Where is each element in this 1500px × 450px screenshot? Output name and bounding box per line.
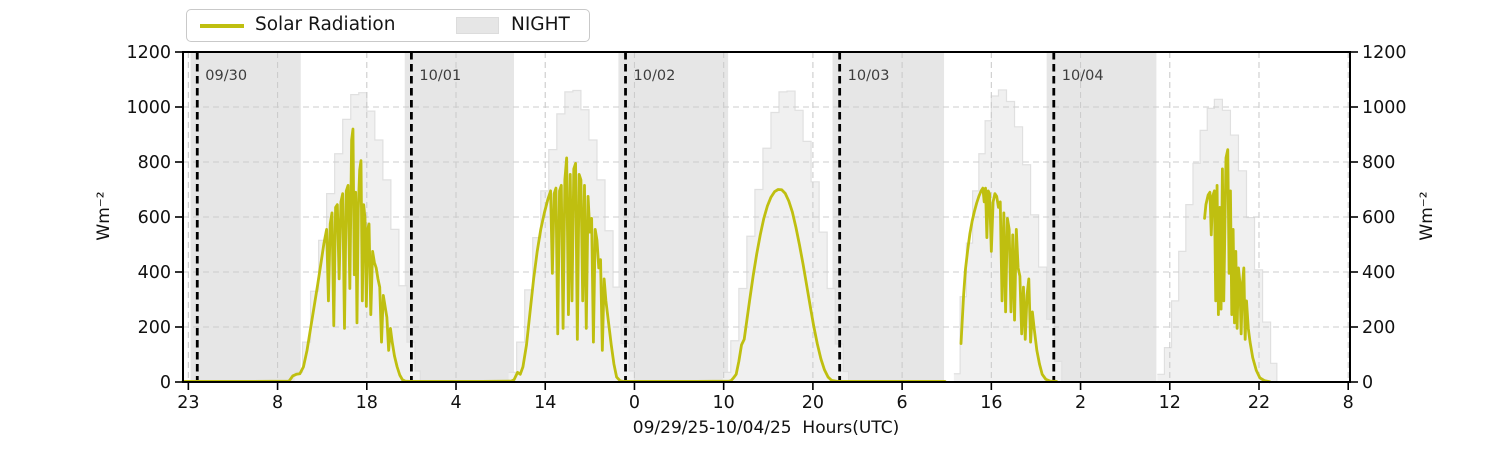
y-tick-label-left: 800 bbox=[138, 153, 171, 173]
clear-sky-envelope-edge bbox=[953, 89, 1063, 382]
legend: Solar Radiation NIGHT bbox=[186, 9, 590, 42]
day-boundary-label: 10/01 bbox=[419, 68, 461, 84]
y-tick-label-right: 1000 bbox=[1362, 98, 1407, 118]
x-tick-label: 4 bbox=[450, 393, 461, 413]
y-tick-label-right: 800 bbox=[1362, 153, 1395, 173]
y-tick-label-right: 0 bbox=[1362, 373, 1373, 393]
solar-radiation-line-swatch bbox=[200, 24, 244, 28]
day-boundary-label: 10/03 bbox=[848, 68, 890, 84]
x-tick-label: 2 bbox=[1075, 393, 1086, 413]
day-boundary-label: 09/30 bbox=[205, 68, 247, 84]
x-tick-label: 18 bbox=[356, 393, 378, 413]
solar-radiation-line bbox=[959, 186, 1058, 383]
y-tick-label-right: 1200 bbox=[1362, 43, 1407, 63]
x-tick-label: 16 bbox=[980, 393, 1002, 413]
legend-label-night: NIGHT bbox=[511, 14, 570, 35]
day-boundary-label: 10/02 bbox=[634, 68, 676, 84]
clear-sky-envelope-fill bbox=[722, 91, 849, 383]
x-tick-label: 12 bbox=[1159, 393, 1181, 413]
solar-radiation-line bbox=[1203, 148, 1272, 384]
x-tick-label: 20 bbox=[802, 393, 824, 413]
legend-label-solar-radiation: Solar Radiation bbox=[255, 14, 396, 35]
day-boundary-label: 10/04 bbox=[1062, 68, 1104, 84]
y-tick-label-left: 1200 bbox=[126, 43, 171, 63]
x-tick-label: 6 bbox=[897, 393, 908, 413]
clear-sky-envelope-edge bbox=[722, 90, 850, 382]
y-tick-label-left: 400 bbox=[138, 263, 171, 283]
y-tick-label-right: 400 bbox=[1362, 263, 1395, 283]
x-tick-label: 10 bbox=[713, 393, 735, 413]
y-tick-label-left: 1000 bbox=[126, 98, 171, 118]
y-tick-label-left: 600 bbox=[138, 208, 171, 228]
x-tick-label: 22 bbox=[1248, 393, 1270, 413]
y-tick-label-left: 200 bbox=[138, 318, 171, 338]
x-tick-label: 0 bbox=[629, 393, 640, 413]
night-patch-swatch bbox=[456, 17, 499, 34]
x-tick-label: 14 bbox=[534, 393, 556, 413]
y-tick-label-right: 600 bbox=[1362, 208, 1395, 228]
clear-sky-envelope-edge bbox=[1157, 98, 1278, 382]
x-tick-label: 23 bbox=[177, 393, 199, 413]
solar-radiation-line bbox=[181, 127, 947, 383]
x-tick-label: 8 bbox=[1343, 393, 1354, 413]
x-tick-label: 8 bbox=[272, 393, 283, 413]
clear-sky-envelope-edge bbox=[508, 89, 636, 382]
y-tick-label-right: 200 bbox=[1362, 318, 1395, 338]
x-axis-title: 09/29/25-10/04/25 Hours(UTC) bbox=[632, 418, 900, 438]
y-tick-label-left: 0 bbox=[160, 373, 171, 393]
